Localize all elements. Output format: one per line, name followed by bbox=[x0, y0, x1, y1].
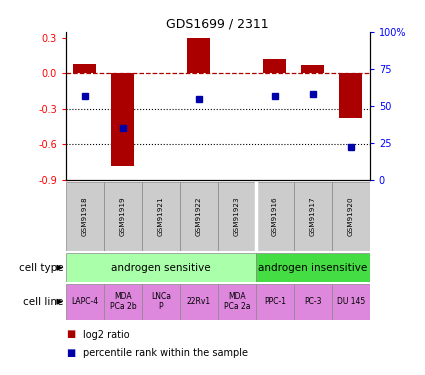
Text: ■: ■ bbox=[66, 348, 75, 358]
Bar bbox=[256, 253, 370, 282]
Text: GSM91920: GSM91920 bbox=[348, 197, 354, 236]
Text: 22Rv1: 22Rv1 bbox=[187, 297, 211, 306]
Text: GSM91916: GSM91916 bbox=[272, 197, 278, 236]
Text: androgen insensitive: androgen insensitive bbox=[258, 263, 367, 273]
Bar bbox=[74, 64, 96, 74]
Text: GSM91922: GSM91922 bbox=[196, 197, 202, 236]
Text: cell line: cell line bbox=[23, 297, 64, 307]
Bar bbox=[104, 284, 142, 320]
Text: androgen sensitive: androgen sensitive bbox=[111, 263, 211, 273]
Bar bbox=[142, 182, 180, 251]
Bar bbox=[256, 182, 294, 251]
Bar bbox=[180, 182, 218, 251]
Bar bbox=[218, 284, 256, 320]
Bar bbox=[66, 182, 104, 251]
Text: GSM91919: GSM91919 bbox=[120, 197, 126, 236]
Bar bbox=[294, 284, 332, 320]
Bar bbox=[187, 38, 210, 74]
Text: percentile rank within the sample: percentile rank within the sample bbox=[83, 348, 248, 358]
Text: GSM91918: GSM91918 bbox=[82, 197, 88, 236]
Bar bbox=[301, 65, 324, 74]
Bar bbox=[142, 284, 180, 320]
Bar bbox=[256, 284, 294, 320]
Text: PC-3: PC-3 bbox=[304, 297, 322, 306]
Bar bbox=[264, 59, 286, 74]
Text: ■: ■ bbox=[66, 330, 75, 339]
Text: GSM91923: GSM91923 bbox=[234, 197, 240, 236]
Bar bbox=[218, 182, 256, 251]
Text: GSM91921: GSM91921 bbox=[158, 197, 164, 236]
Text: MDA
PCa 2b: MDA PCa 2b bbox=[110, 292, 136, 311]
Text: DU 145: DU 145 bbox=[337, 297, 365, 306]
Text: LNCa
P: LNCa P bbox=[151, 292, 171, 311]
Text: LAPC-4: LAPC-4 bbox=[71, 297, 99, 306]
Text: MDA
PCa 2a: MDA PCa 2a bbox=[224, 292, 250, 311]
Bar bbox=[66, 253, 256, 282]
Bar bbox=[111, 74, 134, 166]
Bar bbox=[294, 182, 332, 251]
Bar bbox=[332, 284, 370, 320]
Text: GSM91917: GSM91917 bbox=[310, 197, 316, 236]
Text: PPC-1: PPC-1 bbox=[264, 297, 286, 306]
Bar bbox=[66, 284, 104, 320]
Bar bbox=[339, 74, 362, 118]
Bar bbox=[180, 284, 218, 320]
Bar bbox=[332, 182, 370, 251]
Text: cell type: cell type bbox=[19, 263, 64, 273]
Text: log2 ratio: log2 ratio bbox=[83, 330, 130, 339]
Title: GDS1699 / 2311: GDS1699 / 2311 bbox=[167, 18, 269, 31]
Bar bbox=[104, 182, 142, 251]
